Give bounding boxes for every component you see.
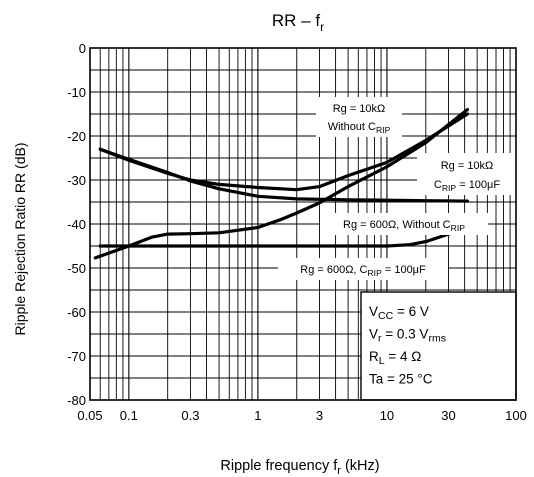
x-tick-label: 0.3 — [181, 408, 199, 423]
x-tick-label: 100 — [505, 408, 527, 423]
x-tick-label: 10 — [380, 408, 394, 423]
chart-title: RR – fr — [272, 11, 324, 34]
annotation-4: Rg = 600Ω, CRIP = 100μF — [278, 258, 448, 280]
x-axis-label: Ripple frequency fr (kHz) — [220, 458, 379, 477]
y-tick-label: -50 — [67, 261, 86, 276]
x-tick-label: 0.05 — [77, 408, 102, 423]
y-axis-label: Ripple Rejection Ratio RR (dB) — [12, 143, 28, 336]
y-tick-label: -40 — [67, 217, 86, 232]
annotation-text: Rg = 600Ω, CRIP = 100μF — [300, 264, 426, 278]
y-tick-label: 0 — [79, 41, 86, 56]
annotation-text: Without CRIP — [328, 121, 391, 135]
series-line-3 — [93, 108, 469, 260]
condition-text: Ta = 25 °C — [369, 372, 433, 387]
condition-text: VCC = 6 V — [369, 304, 429, 322]
annotation-text: Rg = 10kΩ — [333, 103, 386, 115]
series-line-2 — [98, 147, 469, 203]
x-tick-label: 1 — [254, 408, 261, 423]
test-conditions-box: VCC = 6 V Vr = 0.3 Vrms RL = 4 Ω Ta = 25 °C — [360, 291, 517, 401]
x-axis-ticks: 0.05 0.1 0.3 1 3 10 30 100 — [77, 408, 527, 423]
x-tick-label: 30 — [441, 408, 455, 423]
y-tick-label: -20 — [67, 129, 86, 144]
annotation-2: Rg = 10kΩ CRIP = 100μF — [417, 153, 517, 195]
annotation-text: Rg = 10kΩ — [441, 160, 494, 172]
curve-annotations: Rg = 10kΩ Without CRIP Rg = 10kΩ CRIP = 100… — [278, 97, 517, 280]
series-lines — [93, 108, 469, 260]
annotation-3: Rg = 600Ω, Without CRIP — [320, 213, 488, 235]
annotation-box — [320, 213, 488, 235]
y-tick-label: -10 — [67, 85, 86, 100]
y-tick-label: -80 — [67, 393, 86, 408]
annotation-1: Rg = 10kΩ Without CRIP — [316, 97, 402, 137]
annotation-text: Rg = 600Ω, Without CRIP — [343, 219, 465, 233]
condition-text: RL = 4 Ω — [369, 349, 421, 367]
annotation-box — [417, 153, 517, 195]
annotation-box — [316, 97, 402, 137]
y-tick-label: -60 — [67, 305, 86, 320]
y-axis-ticks: 0 -10 -20 -30 -40 -50 -60 -70 -80 — [67, 41, 86, 408]
annotation-box — [278, 258, 448, 280]
series-line-4 — [98, 226, 469, 248]
plot-area-frame — [89, 47, 517, 401]
y-tick-label: -70 — [67, 349, 86, 364]
condition-text: Vr = 0.3 Vrms — [369, 327, 446, 345]
x-tick-label: 3 — [316, 408, 323, 423]
annotation-text: CRIP = 100μF — [434, 179, 500, 193]
x-tick-label: 0.1 — [120, 408, 138, 423]
y-tick-label: -30 — [67, 173, 86, 188]
